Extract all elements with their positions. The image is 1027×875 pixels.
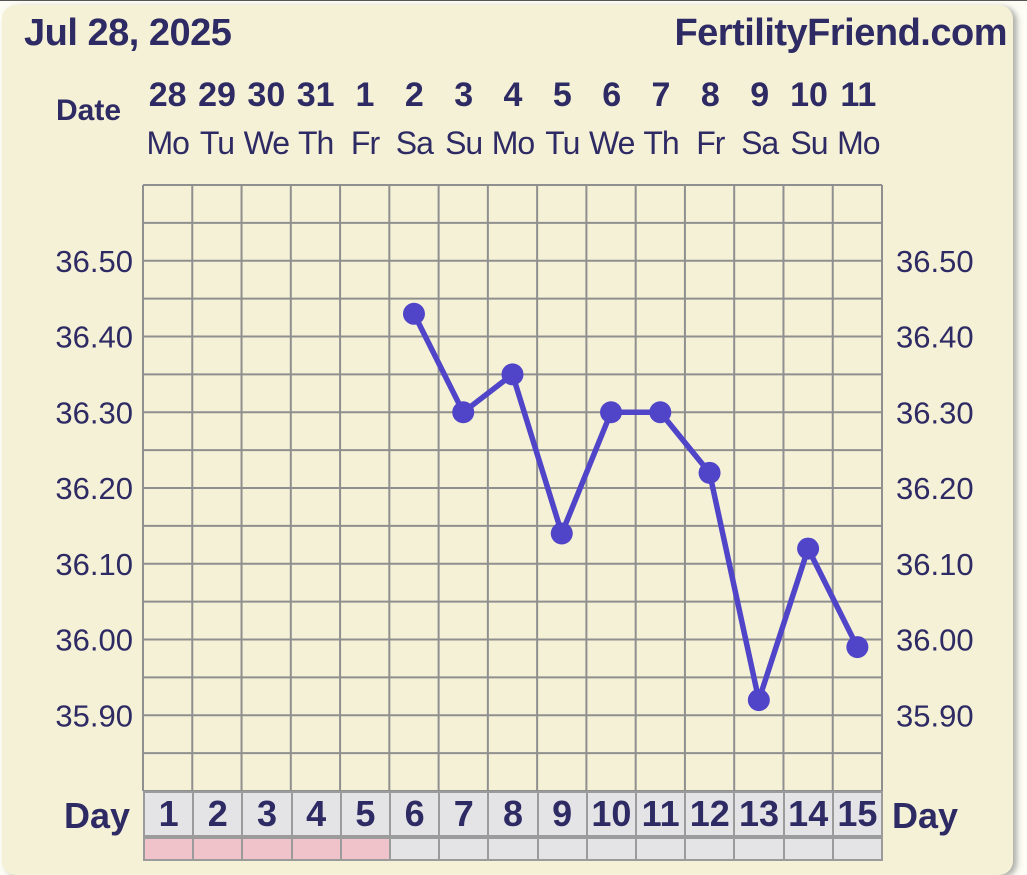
date-cell: 29 [198,76,236,114]
window-top-edge [0,0,1027,1]
weekday-cell: Sa [395,124,434,161]
day-number-cell[interactable]: 5 [341,791,391,837]
weekday-cell: Th [297,124,334,161]
y-tick-label-left: 36.00 [55,623,133,658]
chart-panel [2,5,1013,875]
y-tick-label-right: 35.90 [896,698,974,733]
y-tick-label-left: 36.20 [55,471,133,506]
day-number-cell[interactable]: 6 [391,791,441,837]
weekday-cell: Fr [350,124,380,161]
y-tick-label-right: 36.30 [896,395,974,430]
y-tick-label-left: 35.90 [55,698,133,733]
temperature-point[interactable] [600,401,623,424]
weekday-cell: Mo [837,124,880,161]
date-cell: 4 [503,76,523,114]
chart-layer: Jul 28, 2025 FertilityFriend.com Date 28… [24,12,1007,861]
temperature-point[interactable] [452,401,475,424]
weekday-cell: Sa [741,124,779,161]
day-number-cell[interactable]: 7 [440,791,490,837]
temperature-chart: 36.50 36.50 36.40 36.40 36.30 36.30 36.20 36.20… [55,184,974,792]
date-cell: 8 [700,76,720,114]
category-cell[interactable] [784,837,834,861]
day-number-cell[interactable]: 14 [784,791,834,837]
weekday-cell: Fr [696,124,725,161]
category-cell[interactable] [243,837,293,861]
weekday-cell: Tu [545,124,580,161]
temperature-point[interactable] [501,363,524,386]
y-tick-label-left: 36.10 [55,547,133,582]
temperature-point[interactable] [649,401,672,424]
date-cell: 30 [247,76,286,114]
chart-date-title: Jul 28, 2025 [24,12,232,54]
day-number-row: 1 2 3 4 5 6 7 8 9 10 11 12 13 14 15 [143,791,883,837]
day-number-cell[interactable]: 9 [538,791,588,837]
temperature-point[interactable] [846,636,869,659]
weekday-cell: We [588,124,635,161]
category-cell[interactable] [587,837,637,861]
day-number-cell[interactable]: 8 [489,791,539,837]
y-tick-label-right: 36.50 [896,244,974,279]
temperature-point[interactable] [402,302,425,325]
weekday-cell: Su [790,124,828,161]
y-tick-label-right: 36.40 [896,320,974,355]
day-number-cell[interactable]: 1 [145,791,195,837]
y-tick-label-left: 36.40 [55,320,133,355]
data-category-row-partial [143,837,883,861]
date-cell: 2 [404,76,424,114]
weekday-cell: We [243,124,290,161]
weekday-cell: Su [445,124,483,161]
date-row-label: Date [56,94,122,127]
day-row-label-left: Day [64,795,131,836]
dates-row: 28 29 30 31 1 2 3 4 5 6 7 8 9 10 11 [143,76,883,114]
category-cell[interactable] [538,837,588,861]
y-tick-label-right: 36.10 [896,547,974,582]
weekdays-row: Mo Tu We Th Fr Sa Su Mo Tu We Th Fr Sa Su Mo [143,124,883,162]
weekday-cell: Th [643,124,679,161]
brand-title: FertilityFriend.com [674,12,1007,54]
day-number-cell[interactable]: 12 [686,791,736,837]
temperature-point[interactable] [698,461,721,484]
weekday-cell: Mo [146,124,189,161]
date-cell: 11 [840,76,877,114]
temperature-line [411,311,861,703]
category-cell[interactable] [735,837,785,861]
day-number-cell[interactable]: 15 [833,791,883,837]
day-number-cell[interactable]: 11 [637,791,687,837]
day-number-cell[interactable]: 13 [735,791,785,837]
category-cell[interactable] [145,837,195,861]
category-cell[interactable] [292,837,342,861]
day-number-cell[interactable]: 10 [587,791,637,837]
y-tick-label-left: 36.30 [55,395,133,430]
category-cell[interactable] [194,837,244,861]
category-cell[interactable] [686,837,736,861]
day-number-cell[interactable]: 4 [292,791,342,837]
temperature-point[interactable] [797,537,820,560]
date-cell: 6 [602,76,622,114]
y-tick-label-left: 36.50 [55,244,133,279]
category-cell[interactable] [637,837,687,861]
y-tick-label-right: 36.20 [896,471,974,506]
day-number-cell[interactable]: 2 [194,791,244,837]
category-cell[interactable] [341,837,391,861]
category-cell[interactable] [489,837,539,861]
date-cell: 9 [750,76,770,114]
category-cell[interactable] [440,837,490,861]
date-cell: 28 [148,76,187,114]
temperature-point[interactable] [747,689,770,712]
weekday-cell: Mo [491,124,535,161]
date-cell: 1 [355,76,375,114]
weekday-cell: Tu [199,124,235,161]
date-cell: 31 [296,76,335,114]
y-tick-label-right: 36.00 [896,623,974,658]
category-cell[interactable] [833,837,883,861]
temperature-point[interactable] [550,522,573,545]
date-cell: 5 [552,76,572,114]
day-row-label-right: Day [892,795,959,836]
date-cell: 7 [651,76,671,114]
date-cell: 10 [790,76,828,114]
category-cell[interactable] [391,837,441,861]
date-cell: 3 [454,76,474,114]
day-number-cell[interactable]: 3 [243,791,293,837]
